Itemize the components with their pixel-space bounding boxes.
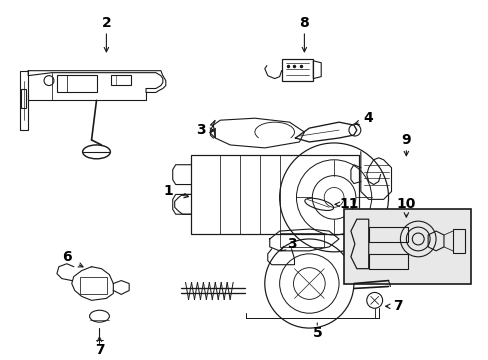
Text: 4: 4: [363, 111, 373, 125]
Bar: [279, 233, 324, 247]
Text: 9: 9: [401, 133, 410, 147]
Bar: [368, 227, 407, 242]
Text: 7: 7: [95, 343, 104, 357]
Text: 10: 10: [396, 197, 415, 211]
Text: 6: 6: [62, 250, 71, 264]
Text: 11: 11: [339, 197, 358, 211]
Text: 5: 5: [312, 326, 322, 340]
Bar: [343, 209, 470, 284]
Text: 2: 2: [102, 16, 111, 30]
Bar: [368, 254, 407, 269]
Text: 7: 7: [393, 299, 403, 313]
Bar: [111, 75, 131, 85]
Text: 3: 3: [286, 237, 296, 251]
Text: 8: 8: [299, 16, 308, 30]
Bar: [21, 89, 26, 108]
Bar: [281, 59, 313, 81]
Bar: [452, 229, 464, 253]
Bar: [80, 276, 107, 294]
Text: 3: 3: [195, 123, 205, 137]
Bar: [57, 75, 96, 93]
Bar: [190, 155, 358, 234]
Text: 1: 1: [163, 184, 173, 198]
